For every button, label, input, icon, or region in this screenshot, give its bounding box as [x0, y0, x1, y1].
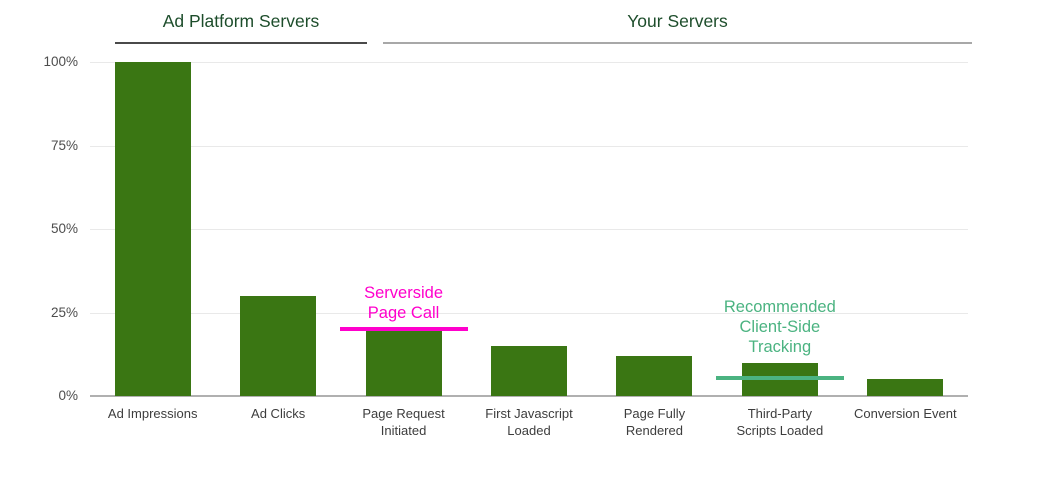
bar-ad-impressions	[114, 62, 191, 396]
group-header-ad-platform-servers: Ad Platform Servers	[162, 11, 320, 31]
y-tick-label-75: 75%	[50, 137, 78, 153]
y-tick-label-25: 25%	[50, 304, 78, 320]
group-header-your-servers: Your Servers	[627, 11, 728, 31]
x-axis-line	[90, 395, 968, 397]
x-axis-label: Page Request Initiated	[362, 406, 445, 438]
y-tick-label-0: 0%	[58, 388, 78, 403]
x-axis-label: Page Fully Rendered	[623, 406, 686, 438]
annotation-text: Recommended Client-Side Tracking	[723, 297, 836, 356]
x-axis-label: First Javascript Loaded	[485, 406, 573, 438]
x-axis-label: Ad Impressions	[107, 406, 198, 421]
y-tick-label-50: 50%	[50, 221, 78, 236]
x-axis-label: Third-Party Scripts Loaded	[736, 406, 824, 438]
gridline-50	[90, 229, 968, 230]
bar-page-request-initiated	[365, 329, 442, 396]
gridline-25	[90, 312, 968, 314]
y-tick-label-100: 100%	[43, 54, 78, 69]
gridline-100	[90, 62, 968, 63]
bar-ad-clicks	[240, 295, 317, 396]
bar-first-javascript-loaded	[491, 345, 567, 396]
x-axis-label: Conversion Event	[853, 406, 957, 421]
annotation-line	[339, 327, 468, 332]
gridline-75	[90, 145, 968, 147]
annotation-text: Serverside Page Call	[364, 284, 443, 323]
bar-conversion-event	[867, 379, 944, 396]
group-header-underline-your-servers	[383, 42, 972, 44]
bar-page-fully-rendered	[616, 355, 693, 396]
annotation-line	[715, 375, 844, 380]
x-axis-label: Ad Clicks	[251, 406, 306, 421]
group-header-underline-ad-platform	[115, 42, 367, 44]
